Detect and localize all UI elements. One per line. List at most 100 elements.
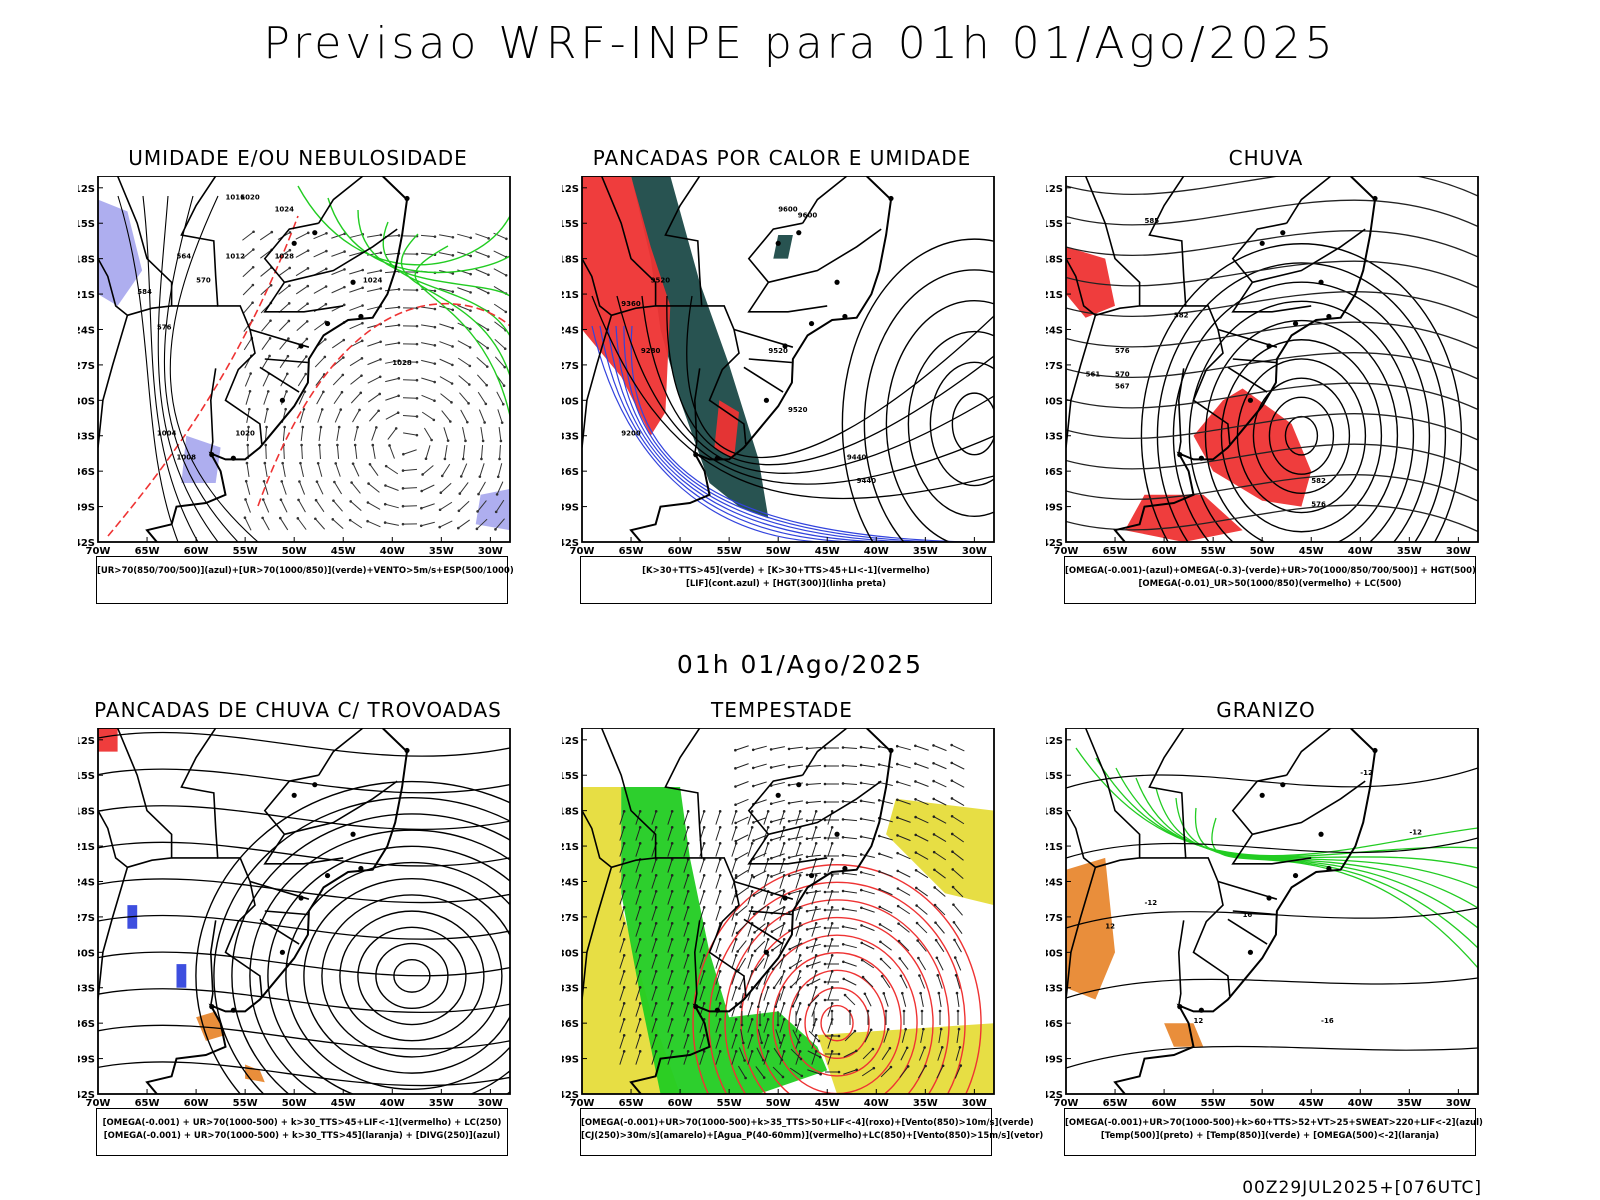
panel-title: TEMPESTADE (711, 698, 853, 722)
wind-vector-head (823, 872, 827, 876)
wind-vector (771, 799, 785, 805)
wind-vector-head (366, 519, 369, 523)
wind-vector-head (457, 509, 461, 513)
wind-vector-head (298, 480, 301, 483)
wind-vector (861, 1067, 875, 1077)
contour-label: 9520 (651, 276, 671, 284)
wind-vector (861, 782, 875, 786)
panel-tempestade: TEMPESTADE 12S15S18S21S24S27S30S33S36S39… (562, 698, 1043, 1168)
wind-vector-head (743, 1059, 746, 1062)
wind-vector-head (766, 842, 770, 845)
wind-vector (753, 745, 767, 751)
run-label: 00Z29JUL2025+[076UTC] (1242, 1178, 1482, 1198)
wind-vector-head (324, 338, 327, 341)
wind-vector (385, 377, 399, 383)
wind-vector-head (244, 498, 247, 501)
lat-tick-label: 42S (1046, 1090, 1063, 1101)
wind-vector-head (459, 475, 463, 478)
lon-tick-label: 65W (135, 1098, 160, 1108)
wind-vector-head (397, 377, 401, 380)
lat-tick-label: 24S (78, 877, 95, 888)
contour-label: 9200 (621, 430, 641, 438)
wind-vector (295, 267, 309, 277)
wind-vector-head (751, 766, 755, 770)
wind-vector (439, 358, 453, 366)
wind-vector (478, 481, 486, 495)
wind-vector (316, 391, 324, 405)
wind-vector (747, 1051, 753, 1065)
wind-vector-head (933, 886, 936, 889)
lon-tick-label: 40W (380, 1098, 405, 1108)
border-line (1177, 920, 1185, 1006)
wind-vector (883, 1029, 889, 1043)
wind-vector (827, 955, 833, 969)
lat-tick-label: 39S (78, 1055, 95, 1066)
border-line (664, 176, 747, 445)
wind-vector-head (246, 443, 250, 447)
wind-vector-head (622, 1034, 626, 1037)
border-line (1231, 774, 1287, 835)
wind-vector-head (766, 1034, 770, 1037)
wind-vector-head (770, 893, 773, 897)
border-line (318, 728, 364, 776)
wind-vector-head (718, 986, 722, 989)
wind-vector-head (360, 339, 364, 343)
wind-vector-head (638, 906, 642, 909)
water-body (312, 782, 318, 788)
panel-legend: [OMEGA(-0.001)+UR>70(1000-500)+k>35_TTS>… (580, 1108, 1043, 1156)
border-line (1252, 780, 1366, 836)
wind-vector-head (401, 469, 405, 472)
wind-vector (635, 875, 641, 889)
wind-vector (367, 270, 381, 274)
wind-vector-head (433, 399, 436, 402)
wind-vector-head (958, 1045, 962, 1049)
wind-vector (475, 251, 489, 257)
wind-vector (331, 268, 345, 276)
contour-label: 570 (1115, 371, 1130, 379)
wind-vector-head (702, 954, 706, 957)
wind-vector (683, 1019, 689, 1033)
wind-vector-head (433, 380, 436, 384)
wind-vector (806, 890, 822, 894)
wind-vector (457, 251, 471, 257)
wind-vector (779, 843, 785, 857)
border-line (693, 920, 701, 1006)
wind-vector (731, 923, 737, 937)
wind-vector-head (814, 842, 818, 845)
wind-vector-head (268, 354, 271, 358)
water-body (1177, 1004, 1183, 1010)
wind-vector (331, 339, 345, 349)
wind-vector (298, 481, 306, 495)
wind-vector (422, 465, 434, 475)
lat-tick-label: 33S (1046, 984, 1063, 995)
water-body (209, 452, 215, 458)
wind-vector-head (959, 1064, 963, 1067)
wind-vector (499, 444, 501, 460)
map-trovoadas: 12S15S18S21S24S27S30S33S36S39S42S70W65W6… (78, 728, 511, 1108)
lat-tick-label: 30S (562, 396, 579, 407)
wind-vector (842, 890, 858, 894)
lc-contour (1220, 339, 1383, 533)
wind-vector-head (879, 940, 882, 944)
map-granizo: -12-12-12-1612161212S15S18S21S24S27S30S3… (1046, 728, 1479, 1108)
lon-tick-label: 50W (766, 546, 791, 556)
wind-vector-head (415, 396, 419, 400)
contour-label: 564 (176, 253, 191, 261)
wind-vector (283, 444, 285, 460)
wind-vector-head (622, 1018, 626, 1021)
wind-vector-head (770, 875, 773, 878)
border-line (1217, 328, 1278, 348)
wind-vector (843, 908, 857, 912)
wind-vector-head (252, 248, 255, 251)
wind-vector (937, 975, 943, 989)
wind-vector-head (752, 875, 756, 879)
wind-vector (715, 1035, 721, 1049)
wind-vector (843, 1069, 857, 1075)
wind-vector-head (896, 816, 899, 819)
main-title: Previsao WRF-INPE para 01h 01/Ago/2025 (263, 18, 1337, 69)
wind-vector (421, 411, 435, 421)
wind-vector (367, 520, 381, 528)
thunder-area (98, 728, 118, 752)
contour-label: -12 (1360, 769, 1373, 777)
